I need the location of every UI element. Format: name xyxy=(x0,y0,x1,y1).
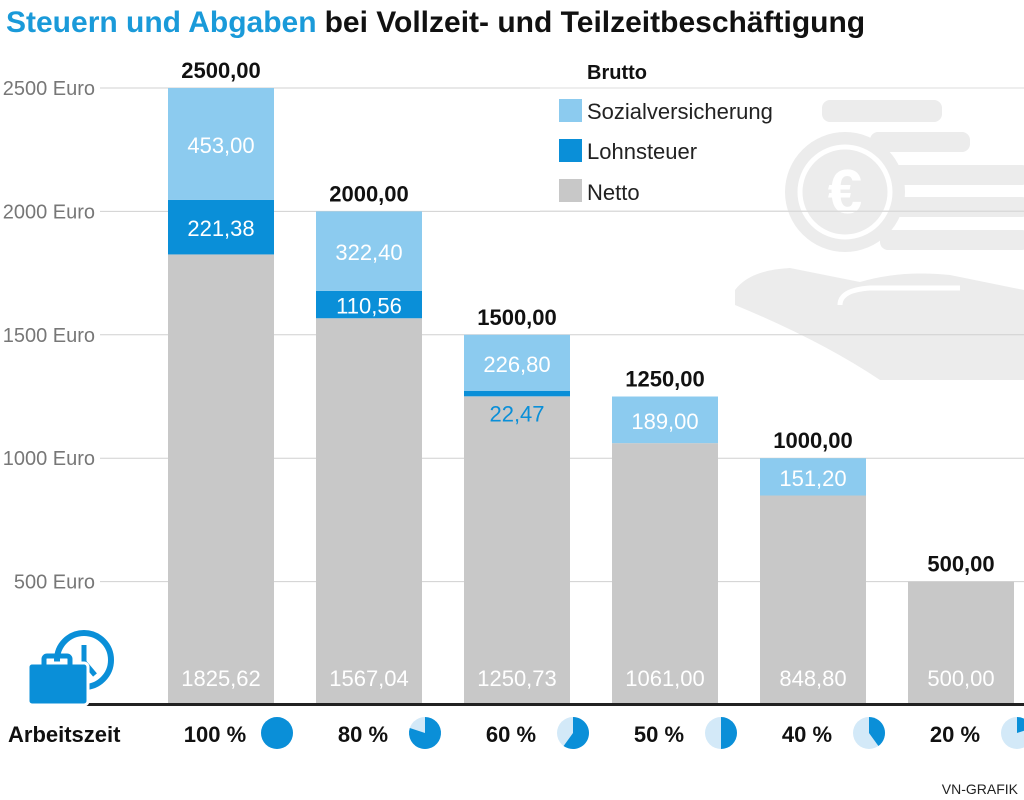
segment-label-netto: 1250,73 xyxy=(477,666,557,691)
bar-segment-netto xyxy=(612,443,718,705)
category-label: 80 % xyxy=(338,722,388,747)
segment-label-sozial: 322,40 xyxy=(335,240,402,265)
bar-group: 848,80 151,20 1000,00 xyxy=(760,428,866,705)
segment-label-sozial: 453,00 xyxy=(187,133,254,158)
y-tick-label: 2500 Euro xyxy=(3,78,95,100)
category-label: 40 % xyxy=(782,722,832,747)
pie-slice xyxy=(1017,717,1024,733)
y-tick-label: 500 Euro xyxy=(14,572,95,594)
title-part-1: Steuern und Abgaben xyxy=(6,6,317,39)
legend-title: Brutto xyxy=(587,62,647,84)
bar-segment-sozial xyxy=(464,334,570,391)
legend-label-sozial: Sozialversicherung xyxy=(587,99,773,124)
bar-segment-netto xyxy=(464,396,570,705)
money-hand-watermark-icon: € xyxy=(735,100,1024,380)
legend-swatch-lohn xyxy=(559,139,582,162)
total-label: 1500,00 xyxy=(477,305,557,330)
pie-slice xyxy=(563,717,589,750)
bar-segment-sozial xyxy=(612,396,718,444)
chart-title: Steuern und Abgaben bei Vollzeit- und Tei… xyxy=(6,6,865,39)
segment-label-lohn: 110,56 xyxy=(336,294,402,319)
bar-group: 500,00 500,00 xyxy=(908,552,1014,705)
x-categories: 100 % 80 % 60 % 50 % 40 % 20 % xyxy=(184,717,1024,750)
legend-swatch-netto xyxy=(559,179,582,202)
segment-label-lohn: 22,47 xyxy=(489,401,544,426)
bar-segment-lohn xyxy=(316,290,422,319)
segment-label-netto: 848,80 xyxy=(779,666,846,691)
briefcase-clock-icon xyxy=(26,630,114,707)
segment-label-netto: 500,00 xyxy=(927,666,994,691)
y-tick-label: 2000 Euro xyxy=(3,201,95,223)
legend: Brutto Sozialversicherung Lohnsteuer Net… xyxy=(540,62,1024,212)
segment-label-netto: 1061,00 xyxy=(625,666,705,691)
legend-swatch-sozial xyxy=(559,99,582,122)
title-part-2: bei Vollzeit- und Teilzeitbeschäftigung xyxy=(325,6,866,39)
pie-slice xyxy=(408,717,441,749)
bar-segment-netto xyxy=(168,254,274,705)
segment-label-netto: 1567,04 xyxy=(329,666,409,691)
bars: 1825,62 221,38 453,00 2500,00 1567,04 110,56 3… xyxy=(168,58,1014,705)
credit: VN-GRAFIK xyxy=(942,781,1019,797)
pie-slice xyxy=(869,717,885,746)
total-label: 500,00 xyxy=(927,552,994,577)
total-label: 1250,00 xyxy=(625,367,705,392)
bar-segment-lohn xyxy=(464,390,570,397)
y-tick-label: 1500 Euro xyxy=(3,325,95,347)
svg-text:€: € xyxy=(828,158,862,227)
bar-group: 1250,73 22,47 226,80 1500,00 xyxy=(464,305,570,705)
segment-label-lohn: 221,38 xyxy=(187,216,254,241)
bar-segment-lohn xyxy=(168,199,274,255)
bar-segment-sozial xyxy=(316,211,422,291)
bar-group: 1061,00 189,00 1250,00 xyxy=(612,367,718,705)
legend-label-lohn: Lohnsteuer xyxy=(587,139,697,164)
total-label: 2500,00 xyxy=(181,58,261,83)
category-label: 50 % xyxy=(634,722,684,747)
category-label: 100 % xyxy=(184,722,246,747)
segment-label-sozial: 189,00 xyxy=(631,409,698,434)
bar-segment-sozial xyxy=(760,458,866,496)
bar-segment-netto xyxy=(316,318,422,705)
category-label: 60 % xyxy=(486,722,536,747)
total-label: 1000,00 xyxy=(773,428,853,453)
category-label: 20 % xyxy=(930,722,980,747)
total-label: 2000,00 xyxy=(329,181,409,206)
bar-segment-netto xyxy=(760,495,866,705)
bar-group: 1825,62 221,38 453,00 2500,00 xyxy=(168,58,274,705)
legend-label-netto: Netto xyxy=(587,180,640,205)
bar-group: 1567,04 110,56 322,40 2000,00 xyxy=(316,181,422,705)
pie-slice xyxy=(721,717,737,749)
x-axis-label: Arbeitszeit xyxy=(8,722,121,747)
segment-label-sozial: 151,20 xyxy=(779,466,846,491)
segment-label-sozial: 226,80 xyxy=(483,352,550,377)
y-tick-label: 1000 Euro xyxy=(3,448,95,470)
bar-segment-sozial xyxy=(168,88,274,200)
bar-segment-netto xyxy=(908,581,1014,705)
y-axis-labels: 500 Euro 1000 Euro 1500 Euro 2000 Euro 2500 … xyxy=(3,78,95,594)
segment-label-netto: 1825,62 xyxy=(181,666,261,691)
pie-slice xyxy=(261,717,293,749)
